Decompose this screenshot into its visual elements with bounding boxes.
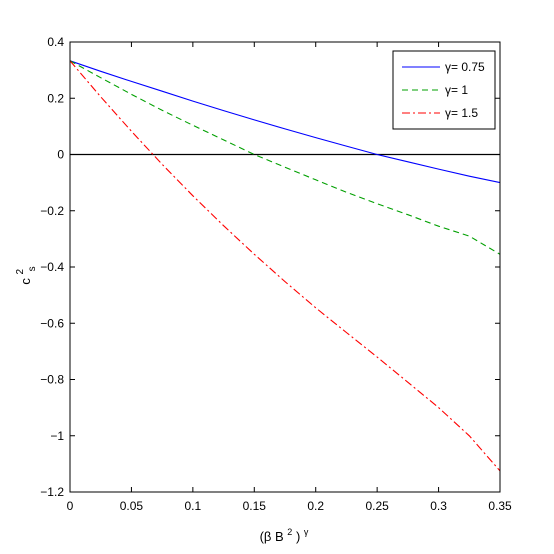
y-tick-label: 0.4 — [47, 35, 64, 49]
legend-label: γ= 1 — [445, 83, 468, 97]
svg-text:(β B 2 ) γ: (β B 2 ) γ — [260, 523, 309, 544]
y-axis-label-sub: s — [27, 266, 38, 271]
series-line-2 — [69, 60, 501, 255]
x-axis-label-sup2: γ — [304, 527, 309, 537]
series-line-3 — [69, 60, 501, 472]
x-tick-label: 0.3 — [430, 499, 447, 513]
y-tick-label: −1.2 — [40, 485, 64, 499]
x-tick-label: 0.1 — [185, 499, 202, 513]
x-axis-label: (β B 2 ) γ — [260, 523, 309, 544]
x-axis-label-base: (β B — [260, 529, 284, 544]
x-tick-label: 0.25 — [365, 499, 389, 513]
y-axis-label-base: c — [18, 278, 33, 285]
x-axis-label-close: ) — [296, 529, 300, 544]
y-tick-label: −0.4 — [40, 260, 64, 274]
legend-label: γ= 0.75 — [445, 60, 485, 74]
legend-label: γ= 1.5 — [445, 106, 478, 120]
x-tick-label: 0.35 — [488, 499, 512, 513]
legend: γ= 0.75 γ= 1 γ= 1.5 — [392, 50, 496, 130]
x-tick-label: 0.2 — [307, 499, 324, 513]
x-tick-label: 0 — [67, 499, 74, 513]
y-tick-label: 0 — [57, 148, 64, 162]
x-tick-label: 0.05 — [120, 499, 144, 513]
x-tick-label: 0.15 — [243, 499, 267, 513]
y-tick-label: −0.8 — [40, 373, 64, 387]
legend-box — [392, 50, 496, 130]
y-tick-label: −1 — [50, 429, 64, 443]
y-axis-label: c 2 s — [11, 265, 38, 284]
y-tick-label: −0.2 — [40, 204, 64, 218]
ticks: 0 0.05 0.1 0.15 0.2 0.25 0.3 0.35 −1.2 −1 −0.8 −0.6… — [40, 35, 512, 513]
y-axis-label-sup: 2 — [15, 269, 26, 275]
x-axis-label-sup1: 2 — [287, 527, 292, 537]
svg-text:c 2 s: c 2 s — [11, 265, 38, 284]
y-tick-label: −0.6 — [40, 316, 64, 330]
y-tick-label: 0.2 — [47, 91, 64, 105]
series-group — [69, 60, 501, 472]
series-line-1 — [69, 60, 501, 184]
